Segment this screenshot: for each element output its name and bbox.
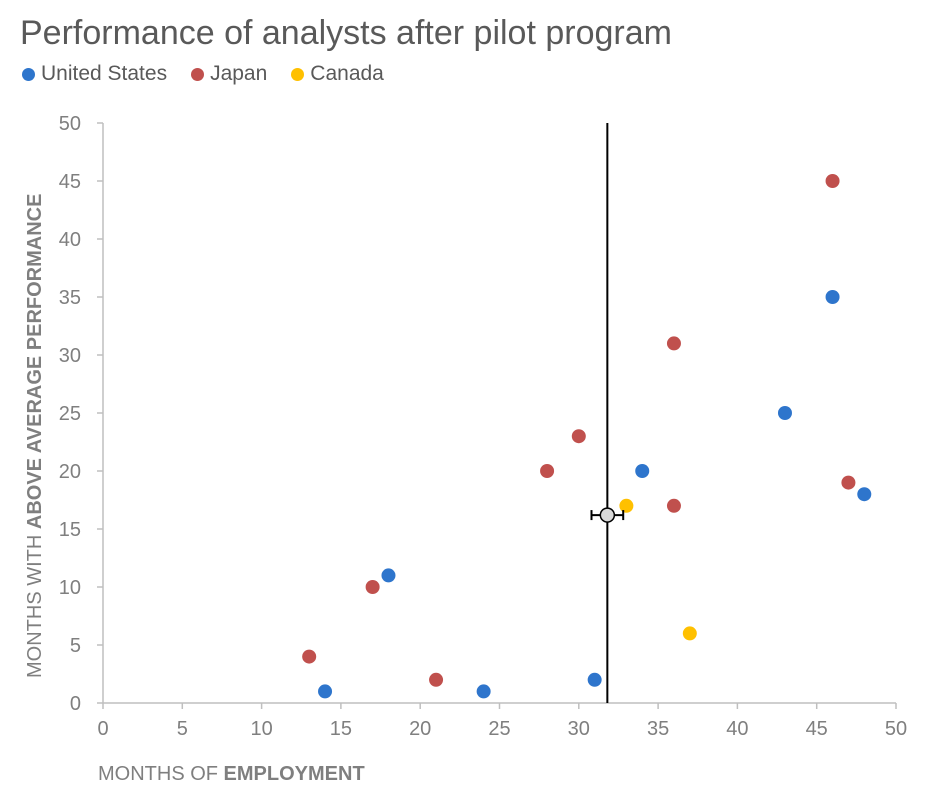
legend: United States Japan Canada [22,62,384,86]
y-tick-label: 40 [59,229,81,251]
data-point-japan [571,429,586,444]
y-tick-label: 45 [59,171,81,193]
x-tick-label: 35 [647,718,669,740]
y-tick-label: 20 [59,461,81,483]
x-axis-title-bold: EMPLOYMENT [224,763,365,785]
x-tick-label: 45 [806,718,828,740]
data-point-united-states [825,290,840,304]
x-axis-title-prefix: MONTHS OF [98,763,224,785]
axes: 0 5 10 15 20 25 30 35 40 45 50 0 5 10 15 20 25 30 35 40 45 50 [59,113,907,740]
y-tick-label: 25 [59,403,81,425]
x-tick-label: 0 [97,718,108,740]
legend-label-united-states: United States [41,62,168,85]
y-axis-title-prefix: MONTHS WITH [24,529,46,678]
data-points [302,123,872,703]
y-axis-title: MONTHS WITH ABOVE AVERAGE PERFORMANCE [24,194,46,678]
x-tick-label: 50 [885,718,907,740]
data-point-japan [841,475,856,490]
y-tick-label: 10 [59,577,81,599]
x-tick-label: 5 [177,718,188,740]
x-tick-label: 15 [330,718,352,740]
x-tick-label: 25 [488,718,510,740]
data-point-japan [302,649,317,664]
x-tick-label: 20 [409,718,431,740]
data-point-united-states [857,487,872,502]
y-tick-label: 50 [59,113,81,135]
legend-swatch-united-states [22,67,35,81]
data-point-united-states [777,406,792,420]
y-tick-label: 35 [59,287,81,309]
x-tick-label: 30 [568,718,590,740]
data-point-japan [365,580,380,594]
x-tick-label: 40 [726,718,748,740]
x-tick-label: 10 [250,718,272,740]
data-point-japan [429,672,444,687]
data-point-united-states [587,672,602,687]
data-point-japan [666,498,681,513]
data-point-canada [619,498,634,513]
chart-title: Performance of analysts after pilot prog… [20,14,672,52]
x-axis-title: MONTHS OF EMPLOYMENT [98,763,365,785]
y-tick-label: 0 [70,693,81,715]
mean-point [599,507,616,523]
legend-item-canada: Canada [291,62,384,86]
data-point-japan [666,336,681,351]
y-tick-label: 5 [70,635,81,657]
data-point-united-states [381,568,396,583]
legend-label-canada: Canada [310,62,384,85]
legend-item-united-states: United States [22,62,167,86]
data-point-japan [825,174,840,188]
y-tick-label: 15 [59,519,81,541]
data-point-united-states [635,464,650,478]
legend-label-japan: Japan [210,62,268,85]
y-tick-label: 30 [59,345,81,367]
data-point-japan [540,464,555,478]
y-axis-title-bold: ABOVE AVERAGE PERFORMANCE [24,194,46,530]
data-point-united-states [476,684,491,699]
data-point-canada [682,626,697,641]
legend-item-japan: Japan [191,62,267,86]
data-point-united-states [318,684,333,699]
legend-swatch-japan [191,67,205,81]
legend-swatch-canada [291,67,305,81]
